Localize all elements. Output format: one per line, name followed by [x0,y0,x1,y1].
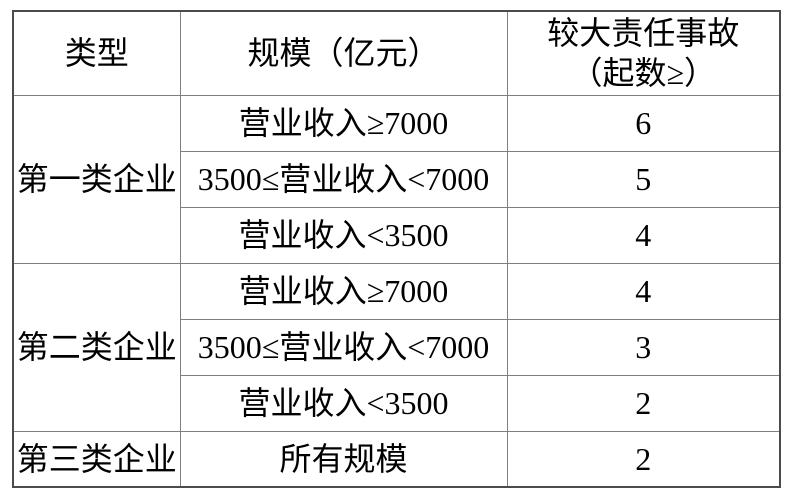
table-row: 第一类企业 营业收入≥7000 6 [12,94,781,264]
group-type-cell: 第一类企业 [12,94,181,264]
header-row: 类型 规模（亿元） 较大责任事故 （起数≥） [12,10,781,96]
enterprise-accident-table-container: 类型 规模（亿元） 较大责任事故 （起数≥） 第一类企业 营业收入≥7000 6… [12,10,781,488]
accidents-cell: 5 [506,150,781,208]
table-row: 3500≤营业收入<7000 3 [13,318,781,376]
table-header: 类型 规模（亿元） 较大责任事故 （起数≥） [12,10,781,96]
enterprise-accident-table: 类型 规模（亿元） 较大责任事故 （起数≥） 第一类企业 营业收入≥7000 6… [12,10,781,488]
header-accidents-line2: （起数≥） [570,55,717,92]
scale-cell: 营业收入≥7000 [179,94,508,152]
table-row: 营业收入<3500 4 [13,206,781,264]
table-body: 第一类企业 营业收入≥7000 6 3500≤营业收入<7000 5 营业收入<… [12,94,781,488]
scale-cell: 营业收入≥7000 [179,262,508,320]
table-row: 第二类企业 营业收入≥7000 4 [12,262,781,432]
header-cell-type: 类型 [12,10,181,96]
scale-cell: 3500≤营业收入<7000 [179,150,508,208]
header-cell-scale: 规模（亿元） [179,10,508,96]
accidents-cell: 2 [506,374,781,432]
table-row: 3500≤营业收入<7000 5 [13,150,781,208]
group-type-cell: 第二类企业 [12,262,181,432]
table-row: 第三类企业 所有规模 2 [12,430,781,488]
accidents-cell: 4 [506,262,781,320]
header-accidents-line1: 较大责任事故 [547,15,740,52]
group-type-cell: 第三类企业 [12,430,181,488]
accidents-cell: 3 [506,318,781,376]
scale-cell: 3500≤营业收入<7000 [179,318,508,376]
accidents-cell: 4 [506,206,781,264]
scale-cell: 营业收入<3500 [179,374,508,432]
accidents-cell: 6 [506,94,781,152]
scale-cell: 营业收入<3500 [179,206,508,264]
scale-cell: 所有规模 [179,430,508,488]
header-cell-accidents: 较大责任事故 （起数≥） [506,10,781,96]
accidents-cell: 2 [506,430,781,488]
